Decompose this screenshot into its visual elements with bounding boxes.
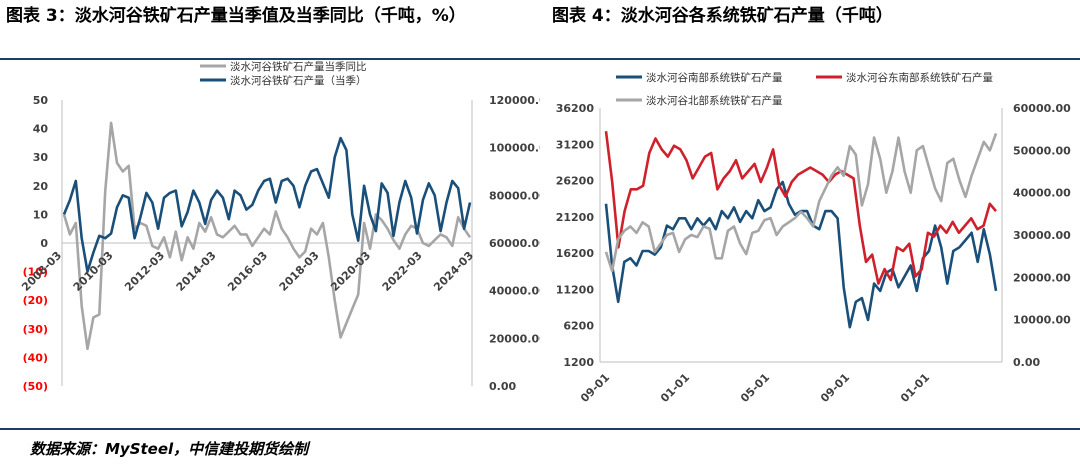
series-line-1	[62, 121, 472, 351]
top-rule	[0, 58, 1080, 60]
legend-label: 淡水河谷铁矿石产量当季同比	[230, 60, 367, 73]
left-tick-label: (10)	[23, 266, 48, 279]
right-tick-label: 20000.00	[489, 332, 540, 345]
legend-label: 淡水河谷南部系统铁矿石产量	[646, 71, 783, 84]
left-tick-label: (20)	[23, 294, 48, 307]
x-tick-label: 01-01	[658, 371, 692, 405]
series-line-2	[604, 131, 997, 285]
right-tick-label: 60000.00	[1013, 102, 1071, 115]
legend-label: 淡水河谷东南部系统铁矿石产量	[846, 71, 993, 84]
x-tick-label: 2020-03	[328, 249, 373, 294]
left-tick-label: 26200	[556, 175, 595, 188]
left-tick-label: 6200	[563, 320, 594, 333]
left-tick-label: 0	[40, 237, 48, 250]
right-tick-label: 40000.00	[489, 285, 540, 298]
left-tick-label: 1200	[563, 356, 594, 369]
right-tick-label: 60000.00	[489, 237, 540, 250]
left-tick-label: 30	[33, 151, 49, 164]
chart-right: 36200 31200 26200 21200 16200 11200 6200 1200 60…	[556, 71, 1071, 405]
left-tick-label: 50	[33, 94, 49, 107]
chart-left: 50 40 30 20 10 0 (10) (20) (30) (40) (50) 120000.00…	[19, 60, 540, 393]
left-tick-label: 31200	[556, 138, 595, 151]
left-figure-title: 图表 3：淡水河谷铁矿石产量当季值及当季同比（千吨，%）	[6, 6, 466, 26]
right-tick-label: 30000.00	[1013, 229, 1071, 242]
left-tick-label: 21200	[556, 211, 595, 224]
x-tick-label: 2022-03	[380, 249, 425, 294]
right-figure-title: 图表 4：淡水河谷各系统铁矿石产量（千吨）	[552, 6, 893, 26]
right-tick-label: 10000.00	[1013, 314, 1071, 327]
right-tick-label: 40000.00	[1013, 187, 1071, 200]
left-tick-label: (50)	[23, 380, 48, 393]
left-tick-label: 40	[33, 123, 49, 136]
left-tick-label: 16200	[556, 247, 595, 260]
right-tick-label: 0.00	[1013, 356, 1040, 369]
x-tick-label: 09-01	[818, 371, 852, 405]
right-tick-label: 0.00	[489, 380, 516, 393]
x-tick-label: 2016-03	[225, 249, 270, 294]
legend-label: 淡水河谷铁矿石产量（当季）	[230, 74, 367, 87]
right-tick-label: 20000.00	[1013, 271, 1071, 284]
legend-label: 淡水河谷北部系统铁矿石产量	[646, 94, 783, 107]
right-tick-label: 100000.00	[489, 142, 540, 155]
right-tick-label: 120000.00	[489, 94, 540, 107]
x-tick-label: 09-01	[578, 371, 612, 405]
series-line-1	[604, 180, 998, 329]
left-tick-label: 11200	[556, 283, 595, 296]
left-tick-label: 36200	[556, 102, 595, 115]
left-tick-label: 10	[33, 208, 49, 221]
x-tick-label: 2024-03	[431, 249, 476, 294]
x-tick-label: 01-01	[898, 371, 932, 405]
right-tick-label: 50000.00	[1013, 144, 1071, 157]
left-tick-label: 20	[33, 180, 49, 193]
left-tick-label: (40)	[23, 351, 48, 364]
source-note: 数据来源：MySteel，中信建投期货绘制	[30, 440, 309, 458]
right-tick-label: 80000.00	[489, 189, 540, 202]
bottom-rule	[0, 428, 1080, 430]
series-line-2	[62, 136, 472, 273]
x-tick-label: 2012-03	[122, 249, 167, 294]
x-tick-label: 05-01	[738, 371, 772, 405]
series-line-3	[604, 132, 998, 273]
left-tick-label: (30)	[23, 323, 48, 336]
